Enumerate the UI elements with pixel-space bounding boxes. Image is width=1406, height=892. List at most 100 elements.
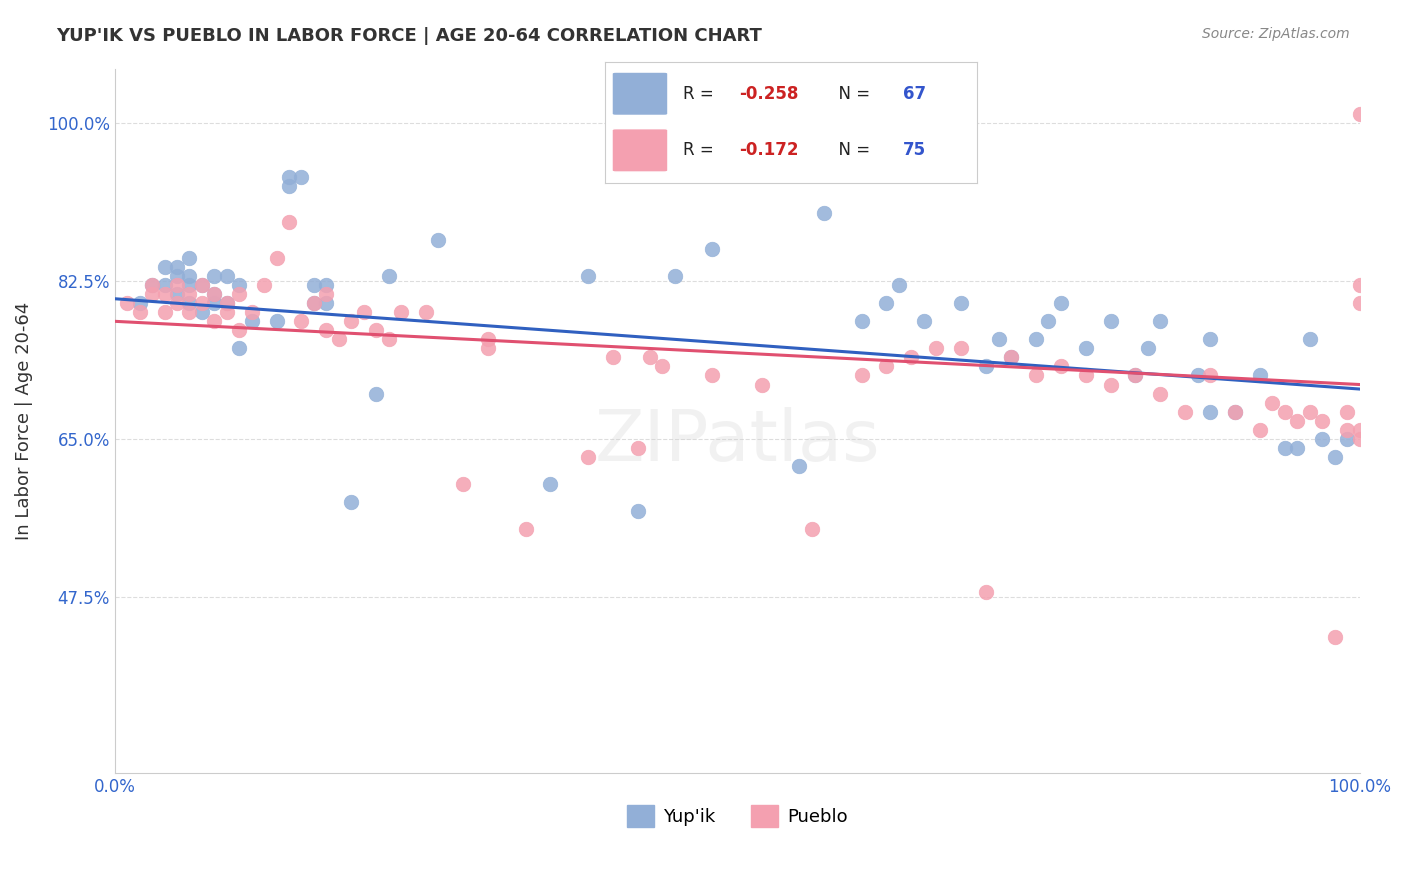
- FancyBboxPatch shape: [612, 128, 668, 172]
- Point: [290, 314, 312, 328]
- Point: [253, 278, 276, 293]
- Point: [1348, 278, 1371, 293]
- Point: [1149, 314, 1171, 328]
- Point: [115, 296, 138, 310]
- Point: [1223, 404, 1246, 418]
- Point: [179, 305, 201, 319]
- Point: [215, 296, 238, 310]
- Point: [153, 260, 176, 274]
- Point: [141, 287, 163, 301]
- Point: [302, 296, 325, 310]
- Point: [1274, 404, 1296, 418]
- Point: [377, 269, 399, 284]
- Point: [202, 269, 225, 284]
- Point: [576, 269, 599, 284]
- Point: [202, 296, 225, 310]
- Point: [141, 278, 163, 293]
- Point: [278, 169, 301, 184]
- FancyBboxPatch shape: [612, 72, 668, 115]
- Point: [1310, 432, 1333, 446]
- Point: [128, 296, 150, 310]
- Point: [1038, 314, 1060, 328]
- Point: [153, 278, 176, 293]
- Point: [278, 178, 301, 193]
- Point: [887, 278, 910, 293]
- Point: [1074, 342, 1097, 356]
- Point: [315, 278, 337, 293]
- Point: [1310, 414, 1333, 428]
- Point: [240, 305, 263, 319]
- Point: [153, 305, 176, 319]
- Y-axis label: In Labor Force | Age 20-64: In Labor Force | Age 20-64: [15, 301, 32, 540]
- Point: [1187, 368, 1209, 383]
- Point: [1261, 395, 1284, 409]
- Point: [228, 287, 250, 301]
- Point: [876, 296, 898, 310]
- Point: [974, 359, 997, 374]
- Point: [638, 351, 661, 365]
- Point: [166, 260, 188, 274]
- Point: [215, 269, 238, 284]
- Point: [191, 296, 214, 310]
- Point: [228, 342, 250, 356]
- Point: [179, 296, 201, 310]
- Point: [366, 386, 388, 401]
- Point: [702, 368, 724, 383]
- Point: [813, 206, 835, 220]
- Text: N =: N =: [828, 141, 876, 160]
- Point: [1099, 377, 1122, 392]
- Point: [1049, 359, 1071, 374]
- Point: [228, 278, 250, 293]
- Text: 67: 67: [903, 85, 925, 103]
- Point: [166, 296, 188, 310]
- Point: [290, 169, 312, 184]
- Point: [340, 495, 363, 509]
- Point: [950, 342, 973, 356]
- Point: [278, 215, 301, 229]
- Point: [664, 269, 686, 284]
- Text: -0.172: -0.172: [738, 141, 799, 160]
- Point: [1125, 368, 1147, 383]
- Text: 75: 75: [903, 141, 925, 160]
- Point: [515, 522, 537, 536]
- Point: [1199, 332, 1222, 346]
- Point: [377, 332, 399, 346]
- Point: [1025, 332, 1047, 346]
- Point: [266, 251, 288, 265]
- Point: [240, 314, 263, 328]
- Point: [166, 287, 188, 301]
- Text: Source: ZipAtlas.com: Source: ZipAtlas.com: [1202, 27, 1350, 41]
- Point: [1299, 404, 1322, 418]
- Point: [315, 296, 337, 310]
- Text: R =: R =: [683, 85, 718, 103]
- Point: [1348, 296, 1371, 310]
- Legend: Yup'ik, Pueblo: Yup'ik, Pueblo: [619, 797, 855, 834]
- Point: [1336, 432, 1358, 446]
- Point: [166, 269, 188, 284]
- Point: [1199, 368, 1222, 383]
- Point: [353, 305, 375, 319]
- Point: [1000, 351, 1022, 365]
- Point: [851, 314, 873, 328]
- Point: [1348, 106, 1371, 120]
- Point: [166, 278, 188, 293]
- Point: [651, 359, 673, 374]
- Point: [626, 441, 648, 455]
- Point: [1249, 423, 1271, 437]
- Point: [1174, 404, 1197, 418]
- Point: [202, 287, 225, 301]
- Point: [179, 251, 201, 265]
- Point: [602, 351, 624, 365]
- Point: [153, 287, 176, 301]
- Point: [987, 332, 1010, 346]
- Point: [1299, 332, 1322, 346]
- Point: [1249, 368, 1271, 383]
- Point: [202, 314, 225, 328]
- Point: [1125, 368, 1147, 383]
- Point: [389, 305, 412, 319]
- Point: [477, 342, 499, 356]
- Point: [202, 287, 225, 301]
- Point: [1149, 386, 1171, 401]
- Point: [1074, 368, 1097, 383]
- Point: [1323, 630, 1346, 644]
